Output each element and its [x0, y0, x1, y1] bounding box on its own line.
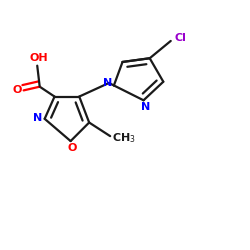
Text: O: O	[67, 143, 76, 153]
Text: N: N	[142, 102, 151, 112]
Text: N: N	[33, 112, 42, 122]
Text: OH: OH	[29, 53, 48, 63]
Text: N: N	[103, 78, 112, 88]
Text: Cl: Cl	[174, 33, 186, 43]
Text: CH$_3$: CH$_3$	[112, 131, 136, 145]
Text: O: O	[12, 86, 22, 96]
